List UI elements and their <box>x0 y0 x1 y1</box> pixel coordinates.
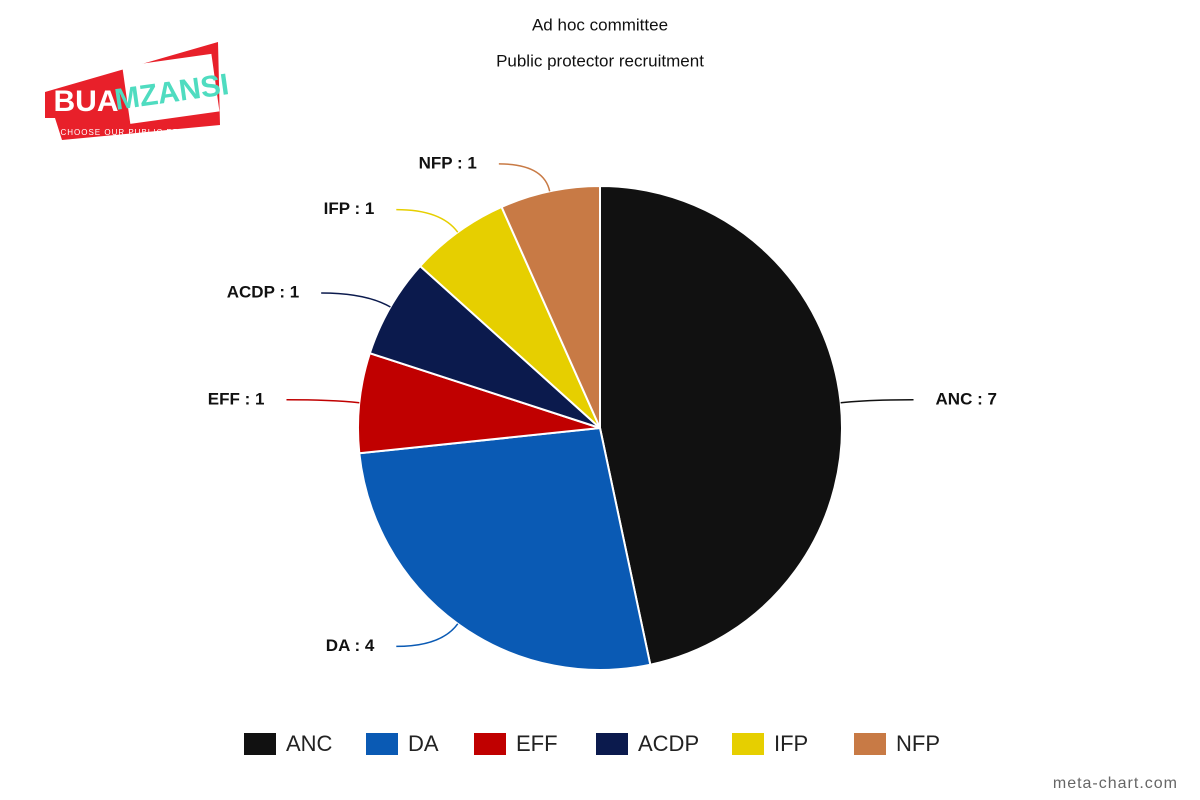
leader-line <box>286 399 360 404</box>
legend-label: EFF <box>516 731 558 756</box>
watermark: meta-chart.com <box>1053 775 1178 792</box>
data-label: EFF : 1 <box>208 389 265 408</box>
legend-swatch <box>474 733 506 755</box>
data-label: NFP : 1 <box>419 153 477 172</box>
leader-line <box>321 292 391 308</box>
chart-title: Ad hoc committee <box>532 15 668 34</box>
logo-text: BUA <box>54 85 119 118</box>
leader-line <box>840 399 914 404</box>
logo-panel <box>122 53 220 124</box>
pie-slice <box>500 184 601 429</box>
data-label: DA : 4 <box>326 636 375 655</box>
chart-subtitle: Public protector recruitment <box>496 51 704 70</box>
legend-label: DA <box>408 731 439 756</box>
legend-swatch <box>732 733 764 755</box>
legend-swatch <box>244 733 276 755</box>
legend-swatch <box>366 733 398 755</box>
pie-slice <box>358 426 652 671</box>
pie-slice <box>599 184 843 666</box>
data-label: ACDP : 1 <box>227 282 299 301</box>
data-label: IFP : 1 <box>324 199 375 218</box>
logo-tagline: CHOOSE OUR PUBLIC PROTECTOR <box>60 128 225 137</box>
legend-label: ANC <box>286 731 333 756</box>
leader-line <box>498 163 551 192</box>
legend-label: IFP <box>774 731 808 756</box>
leader-line <box>396 623 459 648</box>
legend-label: NFP <box>896 731 940 756</box>
legend-swatch <box>854 733 886 755</box>
leader-line <box>396 208 459 233</box>
legend-label: ACDP <box>638 731 699 756</box>
legend-swatch <box>596 733 628 755</box>
data-label: ANC : 7 <box>936 389 997 408</box>
logo: BUA MZANSI CHOOSE OUR PUBLIC PROTECTOR <box>45 42 231 140</box>
